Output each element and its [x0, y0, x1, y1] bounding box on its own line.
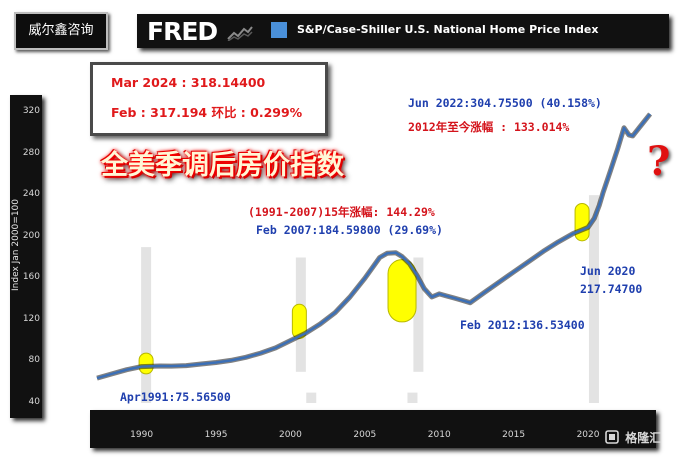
highlight-markers: [138, 202, 590, 375]
y-tick-label: 40: [28, 397, 40, 407]
x-tick-label: 2015: [502, 430, 526, 440]
y-tick-label: 200: [22, 230, 40, 241]
info-prev-value: Feb : 317.194 环比 : 0.299%: [111, 105, 303, 120]
y-tick-label: 120: [22, 313, 40, 324]
x-tick-label: 1995: [204, 430, 228, 440]
brand-label: 威尔鑫咨询: [14, 12, 108, 50]
highlight-marker: [138, 352, 154, 375]
x-axis-bar: 1990 1995 2000 2005 2010 2015 2020: [90, 410, 656, 448]
annotation-jun2020-label: Jun 2020: [580, 264, 636, 278]
x-tick-label: 2005: [353, 430, 377, 440]
fred-logo-text: FRED: [147, 17, 218, 46]
recession-bar: [588, 195, 599, 403]
question-mark: ?: [647, 138, 671, 185]
annotation-rise-1991-2007: (1991-2007)15年涨幅: 144.29%: [248, 205, 435, 219]
y-tick-label: 240: [22, 189, 40, 200]
recession-bar: [407, 392, 418, 403]
info-latest-value: Mar 2024 : 318.14400: [111, 75, 266, 90]
fred-header: FRED S&P/Case-Shiller U.S. National Home…: [137, 14, 669, 48]
x-tick-label: 1990: [130, 430, 154, 440]
annotation-feb2007: Feb 2007:184.59800 (29.69%): [256, 223, 443, 237]
y-tick-label: 80: [28, 355, 40, 366]
y-tick-label: 320: [22, 106, 40, 116]
highlight-marker: [574, 202, 590, 242]
annotation-feb2012: Feb 2012:136.53400: [460, 318, 585, 332]
recession-bar: [141, 247, 152, 403]
x-tick-label: 2020: [576, 430, 600, 440]
watermark: 格隆汇: [605, 429, 661, 446]
x-tick-label: 2000: [278, 430, 302, 440]
series-line: [96, 113, 652, 380]
annotation-jun2020-value: 217.74700: [580, 282, 643, 296]
fred-logo: FRED: [147, 17, 253, 46]
recession-bar: [413, 257, 424, 372]
fred-chart-icon: [227, 26, 253, 42]
x-tick-label: 2010: [427, 430, 451, 440]
y-tick-label: 280: [22, 147, 40, 158]
info-box: Mar 2024 : 318.14400 Feb : 317.194 环比 : …: [90, 62, 328, 136]
annotation-apr1991: Apr1991:75.56500: [120, 390, 231, 404]
y-axis-bar: 40 80 120 160 200 240 280 320: [10, 95, 42, 418]
annotation-jun2022: Jun 2022:304.75500 (40.158%): [408, 96, 602, 110]
watermark-logo-icon: [605, 430, 619, 444]
watermark-text: 格隆汇: [625, 431, 662, 445]
series-swatch: [271, 22, 287, 38]
headline: 全美季调后房价指数: [101, 150, 344, 181]
annotation-since2012: 2012年至今涨幅 : 133.014%: [408, 120, 570, 134]
recession-bar: [306, 392, 317, 403]
y-tick-label: 160: [22, 272, 40, 283]
series-title: S&P/Case-Shiller U.S. National Home Pric…: [297, 23, 599, 36]
